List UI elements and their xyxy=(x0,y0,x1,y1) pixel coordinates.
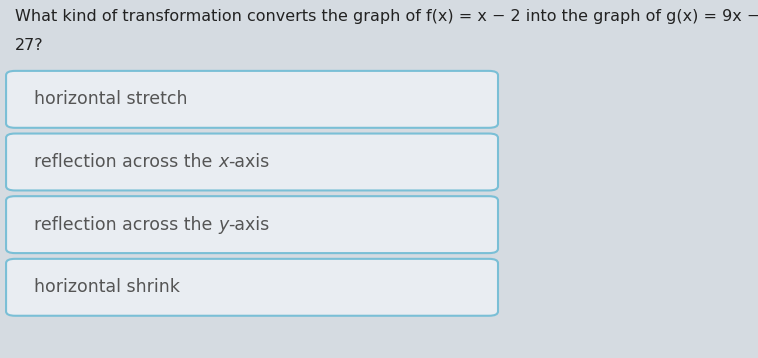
Text: horizontal shrink: horizontal shrink xyxy=(34,278,180,296)
Text: 27?: 27? xyxy=(15,38,44,53)
Text: reflection across the: reflection across the xyxy=(34,153,218,171)
Text: -axis: -axis xyxy=(228,216,270,234)
Text: -axis: -axis xyxy=(228,153,270,171)
Text: x: x xyxy=(218,153,228,171)
Text: reflection across the: reflection across the xyxy=(34,216,218,234)
Text: What kind of transformation converts the graph of f(x) = x − 2 into the graph of: What kind of transformation converts the… xyxy=(15,9,758,24)
FancyBboxPatch shape xyxy=(6,196,498,253)
Text: y: y xyxy=(218,216,228,234)
FancyBboxPatch shape xyxy=(6,71,498,128)
FancyBboxPatch shape xyxy=(6,134,498,190)
FancyBboxPatch shape xyxy=(6,259,498,316)
Text: horizontal stretch: horizontal stretch xyxy=(34,90,188,108)
